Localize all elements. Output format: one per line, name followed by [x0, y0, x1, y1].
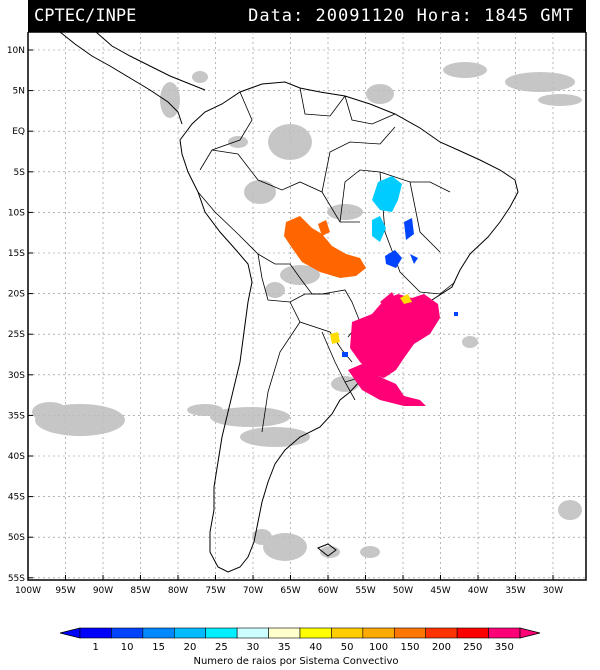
latitude-labels: 10N 5N EQ 5S 10S 15S 20S 25S 30S 35S 40S 45S 50S 55S — [7, 46, 25, 584]
longitude-labels: 100W 95W 90W 85W 80W 75W 70W 65W 60W 55W 50W 45W 40W… — [15, 586, 563, 596]
lon-label: 40W — [468, 586, 488, 596]
timestamp: Data: 20091120 Hora: 1845 GMT — [248, 6, 574, 26]
legend-swatch — [205, 627, 238, 639]
legend-value: 15 — [152, 642, 165, 653]
date-value: 20091120 — [315, 6, 406, 26]
lon-label: 60W — [318, 586, 338, 596]
time-value: 1845 GMT — [484, 6, 574, 26]
lat-label: 5N — [13, 87, 25, 97]
lat-label: 15S — [8, 249, 25, 259]
lat-label: 35S — [8, 411, 25, 421]
lat-label: 30S — [8, 371, 25, 381]
lon-label: 65W — [280, 586, 300, 596]
legend-swatch — [268, 627, 301, 639]
lat-label: EQ — [12, 127, 25, 137]
lon-label: 50W — [393, 586, 413, 596]
legend-value: 200 — [432, 642, 451, 653]
lightning-legend: 1 10 15 20 25 30 35 40 50 100 150 200 250 350 Numero … — [59, 627, 541, 667]
legend-value: 50 — [341, 642, 354, 653]
legend-swatch — [488, 627, 521, 639]
cyan-system — [372, 176, 402, 242]
legend-value: 250 — [463, 642, 482, 653]
lon-label: 100W — [15, 586, 41, 596]
legend-swatch — [111, 627, 144, 639]
lat-label: 5S — [14, 168, 26, 178]
lat-label: 10N — [7, 46, 25, 56]
legend-swatch — [173, 627, 207, 639]
legend-swatch — [362, 627, 395, 639]
legend-value: 35 — [278, 642, 291, 653]
legend-swatch — [456, 627, 489, 639]
lat-label: 20S — [8, 290, 25, 300]
lat-label: 40S — [8, 452, 25, 462]
legend-title: Numero de raios por Sistema Convectivo — [193, 656, 398, 667]
legend-value: 1 — [93, 642, 99, 653]
legend-value: 25 — [215, 642, 228, 653]
lon-label: 80W — [168, 586, 188, 596]
lat-label: 55S — [8, 574, 25, 584]
legend-arrow-right — [519, 627, 541, 639]
lon-label: 85W — [130, 586, 150, 596]
title-bar: CPTEC/INPE Data: 20091120 Hora: 1845 GMT — [28, 0, 586, 32]
lightning-map: 10N5NEQ5S10S15S20S25S30S35S40S45S50S55S … — [7, 32, 587, 596]
legend-swatch — [79, 627, 112, 639]
map-frame — [27, 32, 587, 581]
south-america-coastline — [179, 81, 519, 573]
legend-value: 150 — [400, 642, 419, 653]
lon-label: 35W — [505, 586, 525, 596]
legend-value: 350 — [495, 642, 514, 653]
legend-swatch — [425, 627, 458, 639]
legend-colorbar — [59, 627, 541, 639]
orange-system — [284, 216, 366, 278]
central-america-coastline — [59, 32, 206, 125]
legend-value: 10 — [121, 642, 134, 653]
legend-arrow-left — [59, 627, 81, 639]
legend-value: 40 — [309, 642, 322, 653]
graticule — [27, 32, 586, 580]
legend-swatch — [393, 627, 427, 639]
legend-values: 1 10 15 20 25 30 35 40 50 100 150 200 250 350 — [93, 642, 514, 653]
legend-value: 100 — [369, 642, 388, 653]
lat-label: 25S — [8, 330, 25, 340]
legend-swatch — [331, 627, 364, 639]
lon-label: 90W — [93, 586, 113, 596]
legend-swatch — [142, 627, 175, 639]
date-label: Data: — [248, 6, 305, 26]
lat-label: 45S — [8, 493, 25, 503]
lon-label: 30W — [543, 586, 563, 596]
magenta-system — [348, 292, 440, 406]
lon-label: 45W — [430, 586, 450, 596]
legend-swatch — [236, 627, 269, 639]
legend-value: 20 — [184, 642, 197, 653]
lon-label: 70W — [243, 586, 263, 596]
time-label: Hora: — [416, 6, 473, 26]
yellow-system — [330, 294, 412, 344]
lat-label: 50S — [8, 533, 25, 543]
blue-system — [342, 218, 458, 357]
lon-label: 55W — [355, 586, 375, 596]
lon-label: 75W — [205, 586, 225, 596]
legend-swatch — [299, 627, 332, 639]
source-label: CPTEC/INPE — [34, 6, 137, 26]
lat-label: 10S — [8, 208, 25, 218]
lon-label: 95W — [55, 586, 75, 596]
legend-value: 30 — [246, 642, 259, 653]
falkland-islands — [317, 543, 337, 557]
cloud-cover — [32, 62, 582, 561]
